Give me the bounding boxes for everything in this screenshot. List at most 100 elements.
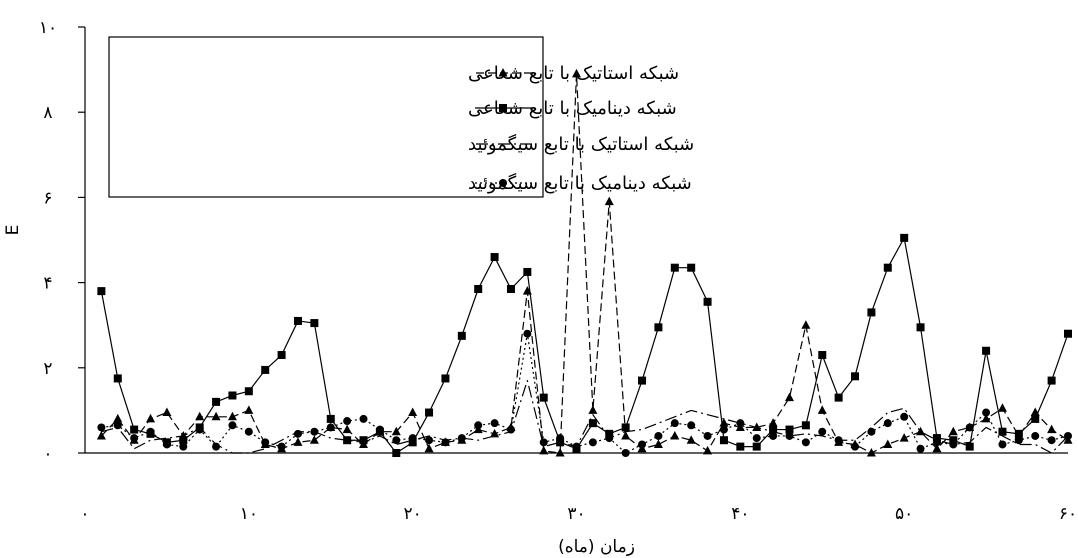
x-tick-label: ۱۰ (240, 504, 258, 524)
series-4-point (703, 431, 712, 440)
series-2-point (490, 253, 499, 262)
series-2-point (1047, 376, 1056, 385)
series-4-point (949, 440, 958, 449)
series-4-point (113, 421, 122, 430)
series-4-point (1064, 431, 1072, 440)
series-4-point (916, 444, 925, 453)
series-2-point (605, 429, 614, 438)
x-tick-label: ۰ (80, 504, 89, 524)
series-2-point (769, 425, 778, 434)
series-1-point (1047, 424, 1057, 434)
series-4-point (1014, 436, 1023, 445)
series-4-point (752, 434, 761, 443)
series-1-point (752, 422, 762, 431)
series-1-point (703, 445, 713, 455)
series-2-point (785, 425, 794, 434)
series-1-point (948, 426, 958, 436)
series-2-point (212, 397, 221, 406)
series-2-point (228, 391, 237, 400)
series-2-point (359, 436, 368, 445)
series-2-point (1064, 329, 1072, 338)
series-1-point (162, 407, 172, 417)
series-4-point (736, 419, 745, 428)
series-2-point (703, 297, 712, 306)
series-4-point (769, 431, 778, 440)
series-2 (97, 233, 1072, 457)
legend-marker-2 (499, 104, 507, 112)
series-4-point (719, 425, 728, 434)
series-1-point (997, 403, 1007, 412)
series-4-point (998, 440, 1007, 449)
series-layer (96, 68, 1073, 457)
series-4-point (474, 421, 483, 430)
series-2-point (474, 284, 483, 293)
series-1-point (309, 435, 319, 444)
x-tick-label: ۳۰ (567, 504, 585, 524)
series-4-point (375, 425, 384, 434)
series-4-point (146, 427, 155, 436)
legend-label-3: شبکه استاتیک با تابع سیگموئید (468, 133, 694, 155)
series-1-point (801, 320, 811, 329)
tick-labels: ۰ ۲ ۴ ۶ ۸ ۱۰ ۰ ۱۰ ۲۰ ۳۰ ۴۰ ۵۰ ۶۰ (39, 18, 1077, 524)
series-4-point (1031, 431, 1040, 440)
series-4-point (408, 434, 417, 443)
series-4-point (195, 425, 204, 434)
series-2-point (113, 374, 122, 383)
y-tick-label: ۱۰ (39, 18, 57, 38)
legend-marker-4 (499, 179, 507, 187)
series-1-point (932, 443, 942, 453)
series-2-point (588, 419, 597, 428)
series-4-point (343, 417, 352, 426)
series-4-point (900, 412, 909, 421)
series-2-point (900, 233, 909, 242)
legend-label-1: شبکه استاتیک با تابع شعاعی (468, 63, 679, 84)
series-4-point (687, 421, 696, 430)
series-4-point (785, 431, 794, 440)
series-2-point (883, 263, 892, 272)
series-2-point (736, 442, 745, 451)
series-2-point (506, 284, 515, 293)
series-2-point (425, 408, 434, 417)
series-4-point (277, 442, 286, 451)
series-1-point (293, 437, 303, 446)
series-1-point (408, 407, 418, 417)
series-4-point (244, 427, 253, 436)
series-4-point (982, 408, 991, 417)
series-2-point (130, 425, 139, 434)
series-4-point (834, 436, 843, 445)
series-4-point (621, 449, 630, 457)
y-tick-label: ۰ (43, 444, 52, 464)
series-1-point (981, 413, 991, 423)
series-2-point (523, 267, 532, 276)
series-2-point (965, 442, 974, 451)
series-2-point (441, 374, 450, 383)
series-2-point (293, 316, 302, 325)
series-2-point (982, 346, 991, 355)
series-4-point (883, 419, 892, 428)
series-4-point (654, 431, 663, 440)
series-1-point (653, 439, 663, 448)
series-1-point (424, 443, 434, 453)
series-1-point (211, 411, 221, 421)
series-1-point (244, 405, 254, 414)
series-1-point (768, 418, 778, 427)
series-2-point (97, 287, 106, 296)
series-1-point (604, 196, 614, 206)
series-2-point (932, 434, 941, 443)
series-4-point (97, 423, 106, 432)
series-2-point (392, 449, 401, 457)
series-4-point (818, 427, 827, 436)
y-tick-label: ۸ (43, 103, 52, 123)
series-4-point (261, 438, 270, 447)
series-4-point (162, 440, 171, 449)
series-2-point (261, 365, 270, 374)
x-tick-label: ۲۰ (404, 504, 422, 524)
series-4-point (310, 427, 319, 436)
y-axis-label: E (3, 225, 23, 236)
series-4-point (293, 429, 302, 438)
series-2-point (1031, 414, 1040, 423)
series-2-point (998, 427, 1007, 436)
series-2-point (408, 438, 417, 447)
series-4-point (605, 434, 614, 443)
